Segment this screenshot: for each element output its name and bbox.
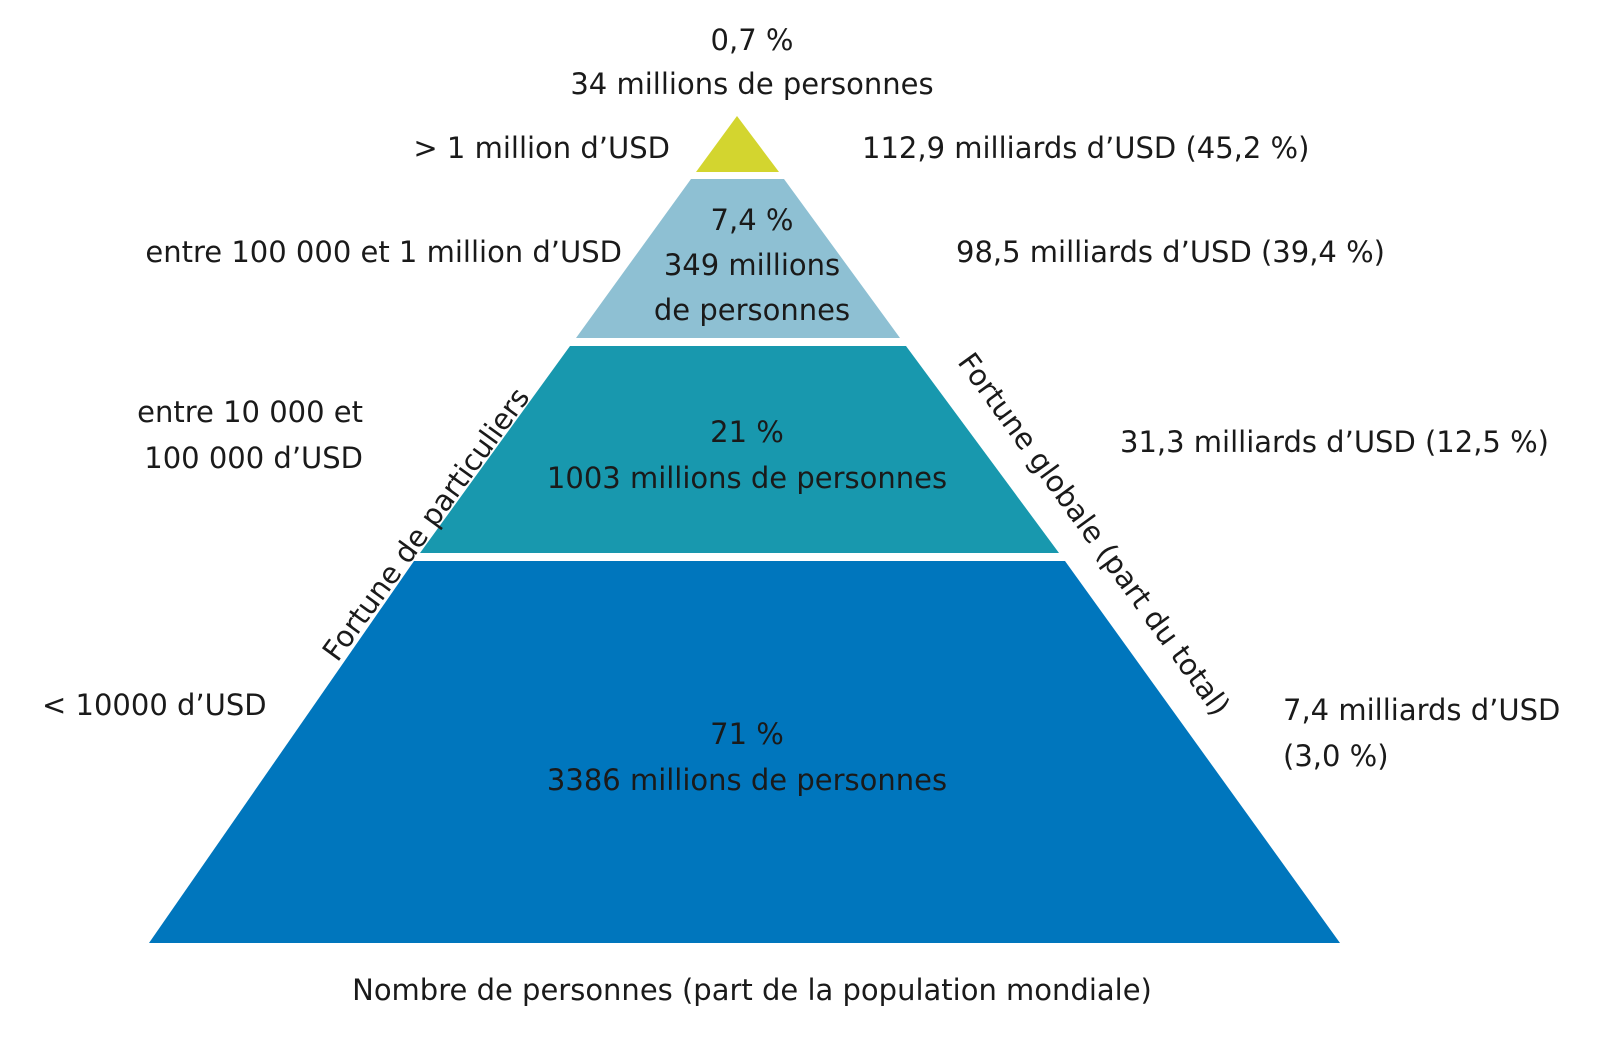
bottom-axis-label: Nombre de personnes (part de la populati… — [352, 973, 1152, 1007]
tier-top-share: 0,7 % — [711, 23, 794, 57]
tier-upper-global-wealth: 98,5 milliards d’USD (39,4 %) — [956, 235, 1385, 269]
tier-middle-global-wealth: 31,3 milliards d’USD (12,5 %) — [1120, 425, 1549, 459]
tier-top-global-wealth: 112,9 milliards d’USD (45,2 %) — [862, 131, 1309, 165]
tier-base-share: 71 % — [710, 717, 784, 751]
tier-base-global-wealth-line2: (3,0 %) — [1283, 739, 1389, 773]
tier-base-people: 3386 millions de personnes — [547, 763, 947, 797]
tier-middle-share: 21 % — [710, 415, 784, 449]
tier-upper-people-line2: de personnes — [654, 293, 850, 327]
tier-base-wealth-range: < 10000 d’USD — [42, 688, 267, 722]
tier-base-global-wealth-line1: 7,4 milliards d’USD — [1283, 693, 1560, 727]
tier-upper-shape — [576, 179, 900, 338]
tier-middle-shape — [420, 346, 1059, 553]
tier-middle-people: 1003 millions de personnes — [547, 461, 947, 495]
tier-top-people: 34 millions de personnes — [570, 67, 933, 101]
tier-base-shape — [149, 561, 1340, 943]
tier-middle-wealth-range-line1: entre 10 000 et — [137, 395, 363, 429]
tier-middle-wealth-range-line2: 100 000 d’USD — [144, 441, 363, 475]
tier-upper-people-line1: 349 millions — [664, 248, 840, 282]
tier-top-wealth-range: > 1 million d’USD — [413, 131, 670, 165]
tier-top-shape — [696, 116, 779, 172]
tier-upper-share: 7,4 % — [711, 203, 794, 237]
tier-upper-wealth-range: entre 100 000 et 1 million d’USD — [145, 235, 622, 269]
